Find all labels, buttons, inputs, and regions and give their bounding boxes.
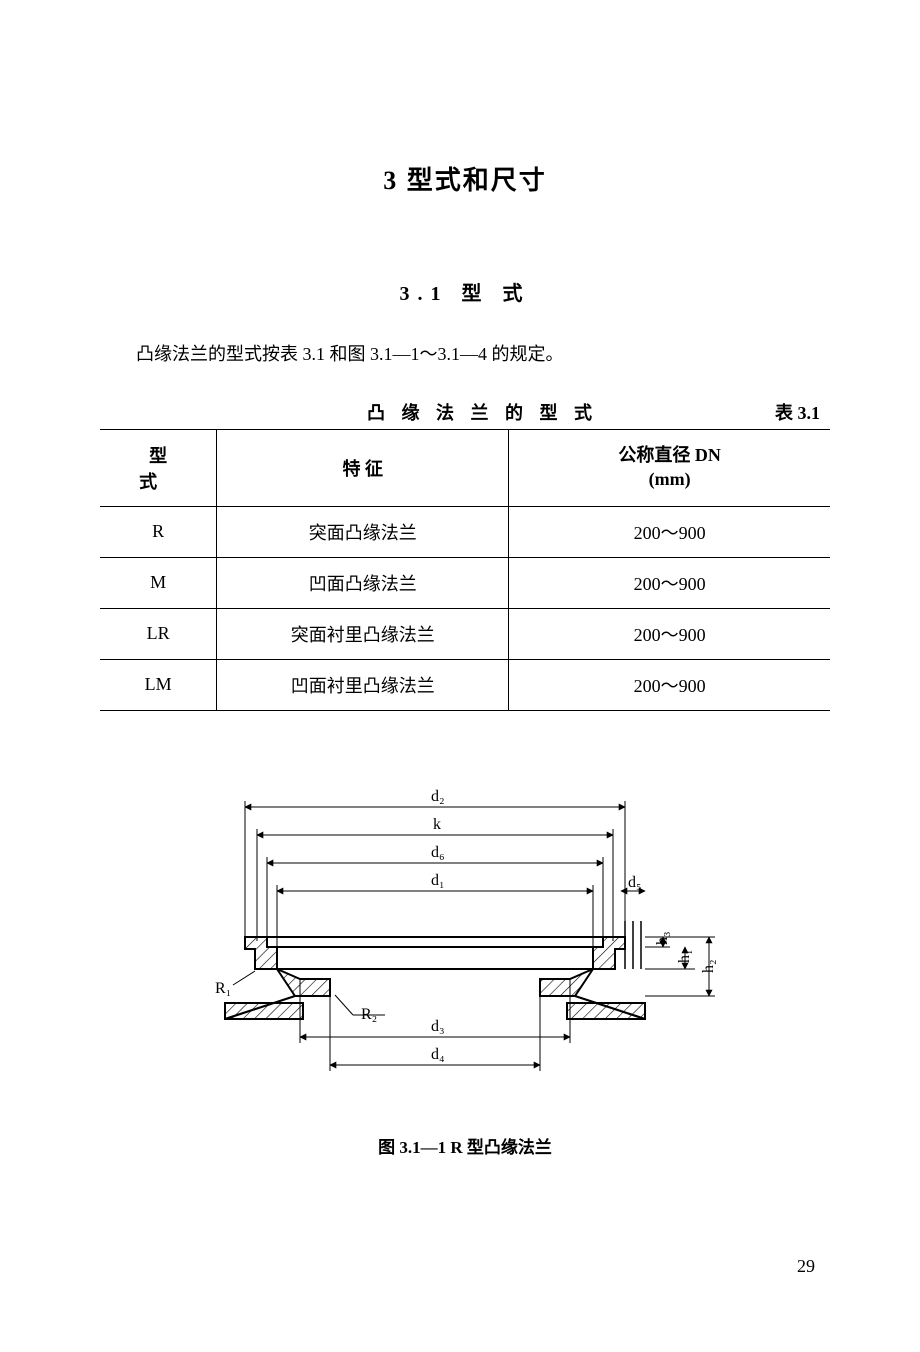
- label-d3: d₃: [431, 1018, 445, 1035]
- table-label: 表 3.1: [775, 399, 820, 425]
- table-caption: 凸 缘 法 兰 的 型 式: [190, 399, 775, 425]
- cell-feature: 凹面衬里凸缘法兰: [217, 659, 509, 710]
- label-d5: d₅: [628, 874, 642, 891]
- label-h3: h₃: [654, 931, 671, 945]
- cell-feature: 突面衬里凸缘法兰: [217, 608, 509, 659]
- cell-type: R: [100, 506, 217, 557]
- table-row: LR 突面衬里凸缘法兰 200～900: [100, 608, 830, 659]
- figure-caption: 图 3.1—1 R 型凸缘法兰: [378, 1133, 552, 1158]
- th-feature: 特 征: [217, 429, 509, 506]
- page-number: 29: [797, 1256, 815, 1277]
- cell-type: LR: [100, 608, 217, 659]
- cell-dn: 200～900: [509, 557, 830, 608]
- label-d2: d₂: [431, 788, 445, 805]
- cell-type: LM: [100, 659, 217, 710]
- cell-feature: 突面凸缘法兰: [217, 506, 509, 557]
- table-row: M 凹面凸缘法兰 200～900: [100, 557, 830, 608]
- cell-feature: 凹面凸缘法兰: [217, 557, 509, 608]
- cell-dn: 200～900: [509, 608, 830, 659]
- label-d6: d₆: [431, 844, 445, 861]
- th-dn: 公称直径 DN (mm): [509, 429, 830, 506]
- label-h1: h₁: [676, 949, 693, 963]
- table-header-row: 型 式 特 征 公称直径 DN (mm): [100, 429, 830, 506]
- cell-dn: 200～900: [509, 659, 830, 710]
- label-k: k: [433, 816, 441, 833]
- label-d1: d₁: [431, 872, 445, 889]
- page: 3 型式和尺寸 3.1 型 式 凸缘法兰的型式按表 3.1 和图 3.1—1～3…: [0, 0, 920, 1352]
- table-row: LM 凹面衬里凸缘法兰 200～900: [100, 659, 830, 710]
- label-R2: R₂: [361, 1006, 377, 1023]
- label-h2: h₂: [700, 959, 717, 973]
- label-R1: R₁: [215, 980, 231, 997]
- chapter-title: 3 型式和尺寸: [100, 160, 830, 197]
- label-d4: d₄: [431, 1046, 445, 1063]
- flange-diagram: d₂ k d₆ d₁ d₅ d₃ d₄ R₁ R₂ h₃ h₁ h₂: [185, 771, 745, 1091]
- figure-wrap: d₂ k d₆ d₁ d₅ d₃ d₄ R₁ R₂ h₃ h₁ h₂ 图 3.1…: [100, 771, 830, 1158]
- cell-dn: 200～900: [509, 506, 830, 557]
- table-row: R 突面凸缘法兰 200～900: [100, 506, 830, 557]
- body-paragraph: 凸缘法兰的型式按表 3.1 和图 3.1—1～3.1—4 的规定。: [100, 340, 830, 369]
- section-title: 3.1 型 式: [100, 277, 830, 306]
- table-caption-row: 凸 缘 法 兰 的 型 式 表 3.1: [100, 399, 830, 429]
- th-type: 型 式: [100, 429, 217, 506]
- cell-type: M: [100, 557, 217, 608]
- flange-type-table: 型 式 特 征 公称直径 DN (mm) R 突面凸缘法兰 200～900 M …: [100, 429, 830, 711]
